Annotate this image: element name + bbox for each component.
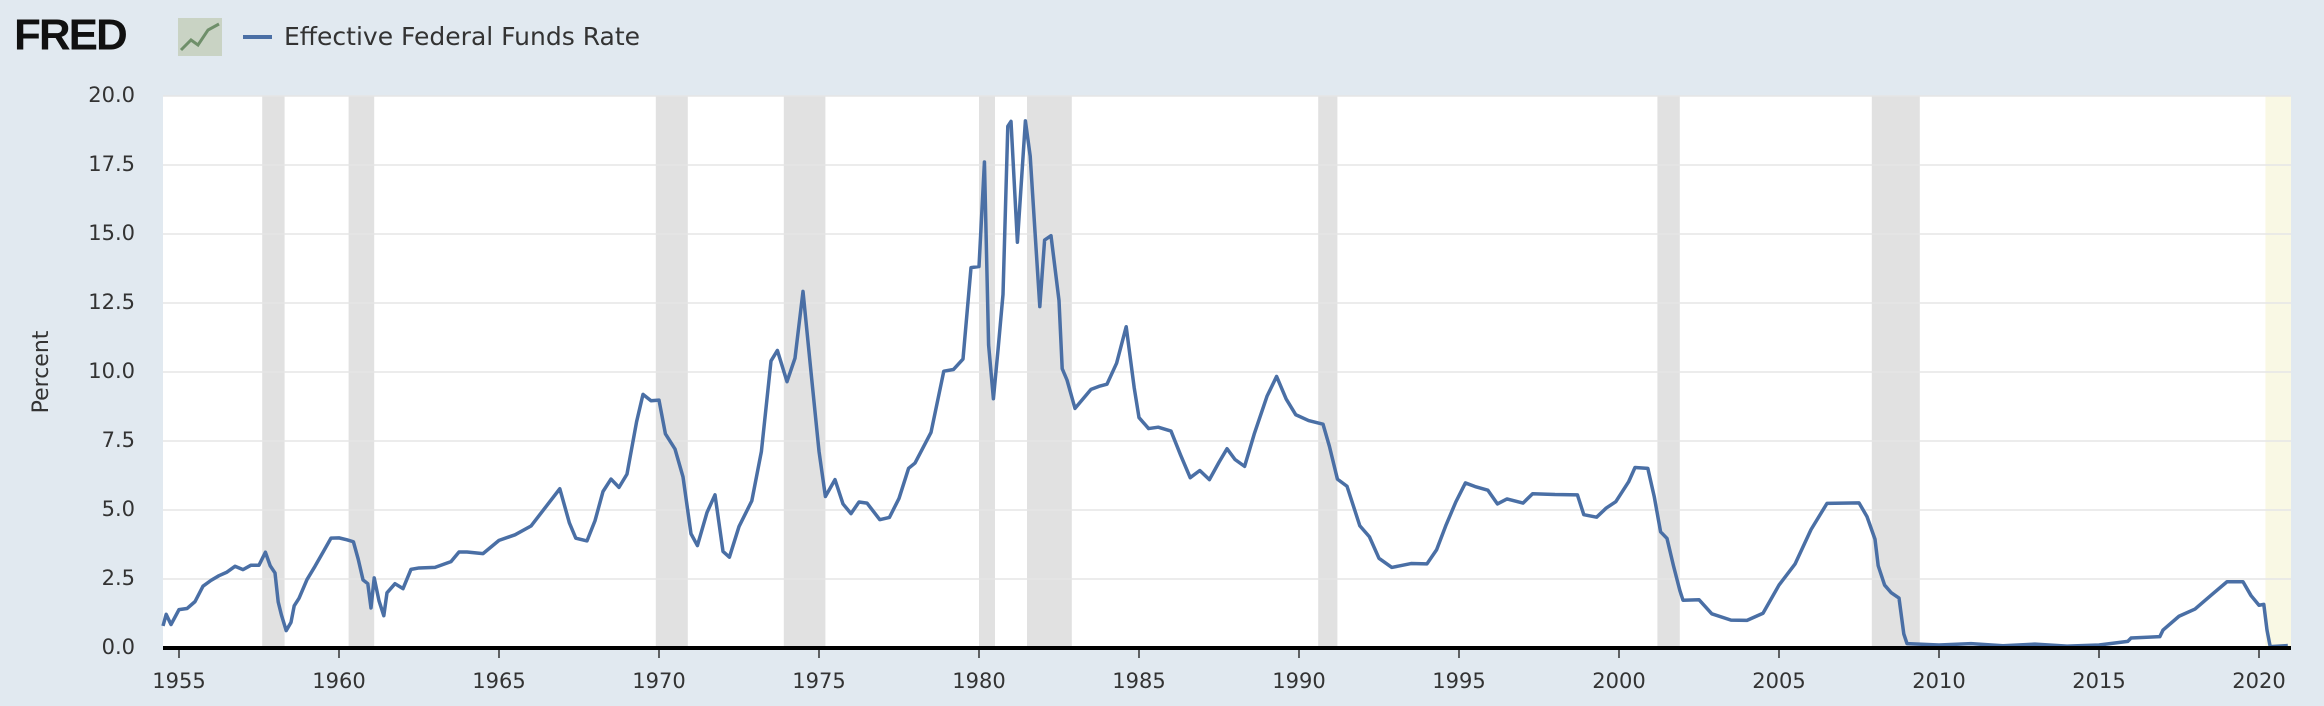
y-tick-label: 2.5 bbox=[102, 566, 135, 590]
y-tick-label: 12.5 bbox=[88, 290, 135, 314]
x-tick-label: 1970 bbox=[632, 669, 685, 693]
x-tick-label: 1975 bbox=[792, 669, 845, 693]
x-tick-label: 1965 bbox=[472, 669, 525, 693]
x-tick-label: 1960 bbox=[312, 669, 365, 693]
x-tick-label: 2005 bbox=[1752, 669, 1805, 693]
y-tick-label: 0.0 bbox=[102, 635, 135, 659]
x-tick-label: 1955 bbox=[152, 669, 205, 693]
x-tick-label: 2020 bbox=[2232, 669, 2285, 693]
legend-label: Effective Federal Funds Rate bbox=[284, 22, 640, 51]
x-tick-label: 2010 bbox=[1912, 669, 1965, 693]
y-tick-label: 7.5 bbox=[102, 428, 135, 452]
logo[interactable]: FRED bbox=[14, 11, 128, 60]
y-axis-label: Percent bbox=[29, 330, 54, 413]
data-line bbox=[161, 119, 2288, 649]
y-tick-label: 17.5 bbox=[88, 152, 135, 176]
y-tick-label: 10.0 bbox=[88, 359, 135, 383]
x-tick-label: 1980 bbox=[952, 669, 1005, 693]
x-tick-label: 1985 bbox=[1112, 669, 1165, 693]
x-tick-label: 2000 bbox=[1592, 669, 1645, 693]
x-tick-label: 2015 bbox=[2072, 669, 2125, 693]
y-tick-label: 5.0 bbox=[102, 497, 135, 521]
y-tick-label: 15.0 bbox=[88, 221, 135, 245]
x-tick-label: 1990 bbox=[1272, 669, 1325, 693]
logo-icon bbox=[178, 18, 222, 56]
x-tick-label: 1995 bbox=[1432, 669, 1485, 693]
y-tick-label: 20.0 bbox=[88, 83, 135, 107]
